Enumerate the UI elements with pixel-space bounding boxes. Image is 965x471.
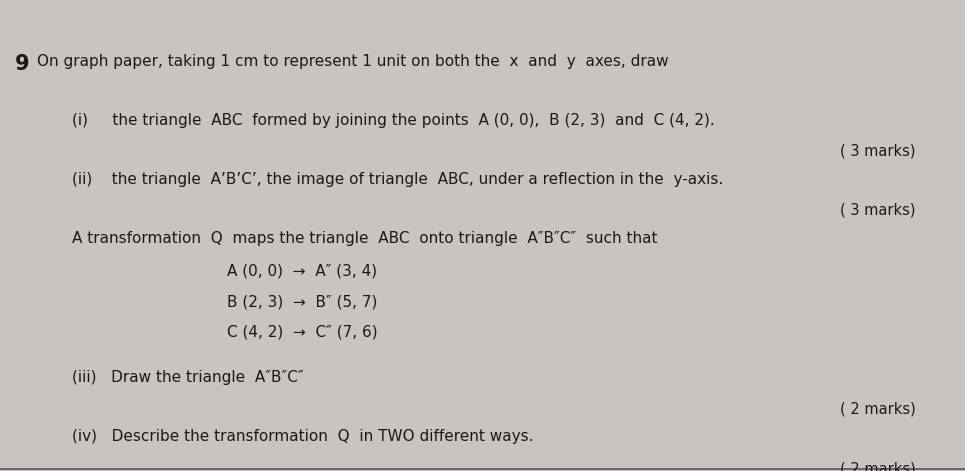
Text: ( 2 marks): ( 2 marks)	[840, 462, 915, 471]
Text: ( 3 marks): ( 3 marks)	[840, 203, 915, 218]
Text: (ii)    the triangle  A’B’C’, the image of triangle  ABC, under a reflection in : (ii) the triangle A’B’C’, the image of t…	[72, 172, 724, 187]
Text: (i)     the triangle  ABC  formed by joining the points  A (0, 0),  B (2, 3)  an: (i) the triangle ABC formed by joining t…	[72, 113, 715, 128]
Text: A transformation  Q  maps the triangle  ABC  onto triangle  A″B″C″  such that: A transformation Q maps the triangle ABC…	[72, 231, 658, 246]
Text: On graph paper, taking 1 cm to represent 1 unit on both the  x  and  y  axes, dr: On graph paper, taking 1 cm to represent…	[37, 54, 669, 69]
Text: (iii)   Draw the triangle  A″B″C″: (iii) Draw the triangle A″B″C″	[72, 370, 304, 385]
Text: ( 3 marks): ( 3 marks)	[840, 144, 915, 159]
Text: ( 2 marks): ( 2 marks)	[840, 401, 915, 416]
Text: A (0, 0)  →  A″ (3, 4): A (0, 0) → A″ (3, 4)	[227, 264, 377, 279]
Text: C (4, 2)  →  C″ (7, 6): C (4, 2) → C″ (7, 6)	[227, 325, 377, 340]
Text: (iv)   Describe the transformation  Q  in TWO different ways.: (iv) Describe the transformation Q in TW…	[72, 429, 534, 444]
Text: 9: 9	[14, 54, 29, 74]
Text: B (2, 3)  →  B″ (5, 7): B (2, 3) → B″ (5, 7)	[227, 294, 377, 309]
